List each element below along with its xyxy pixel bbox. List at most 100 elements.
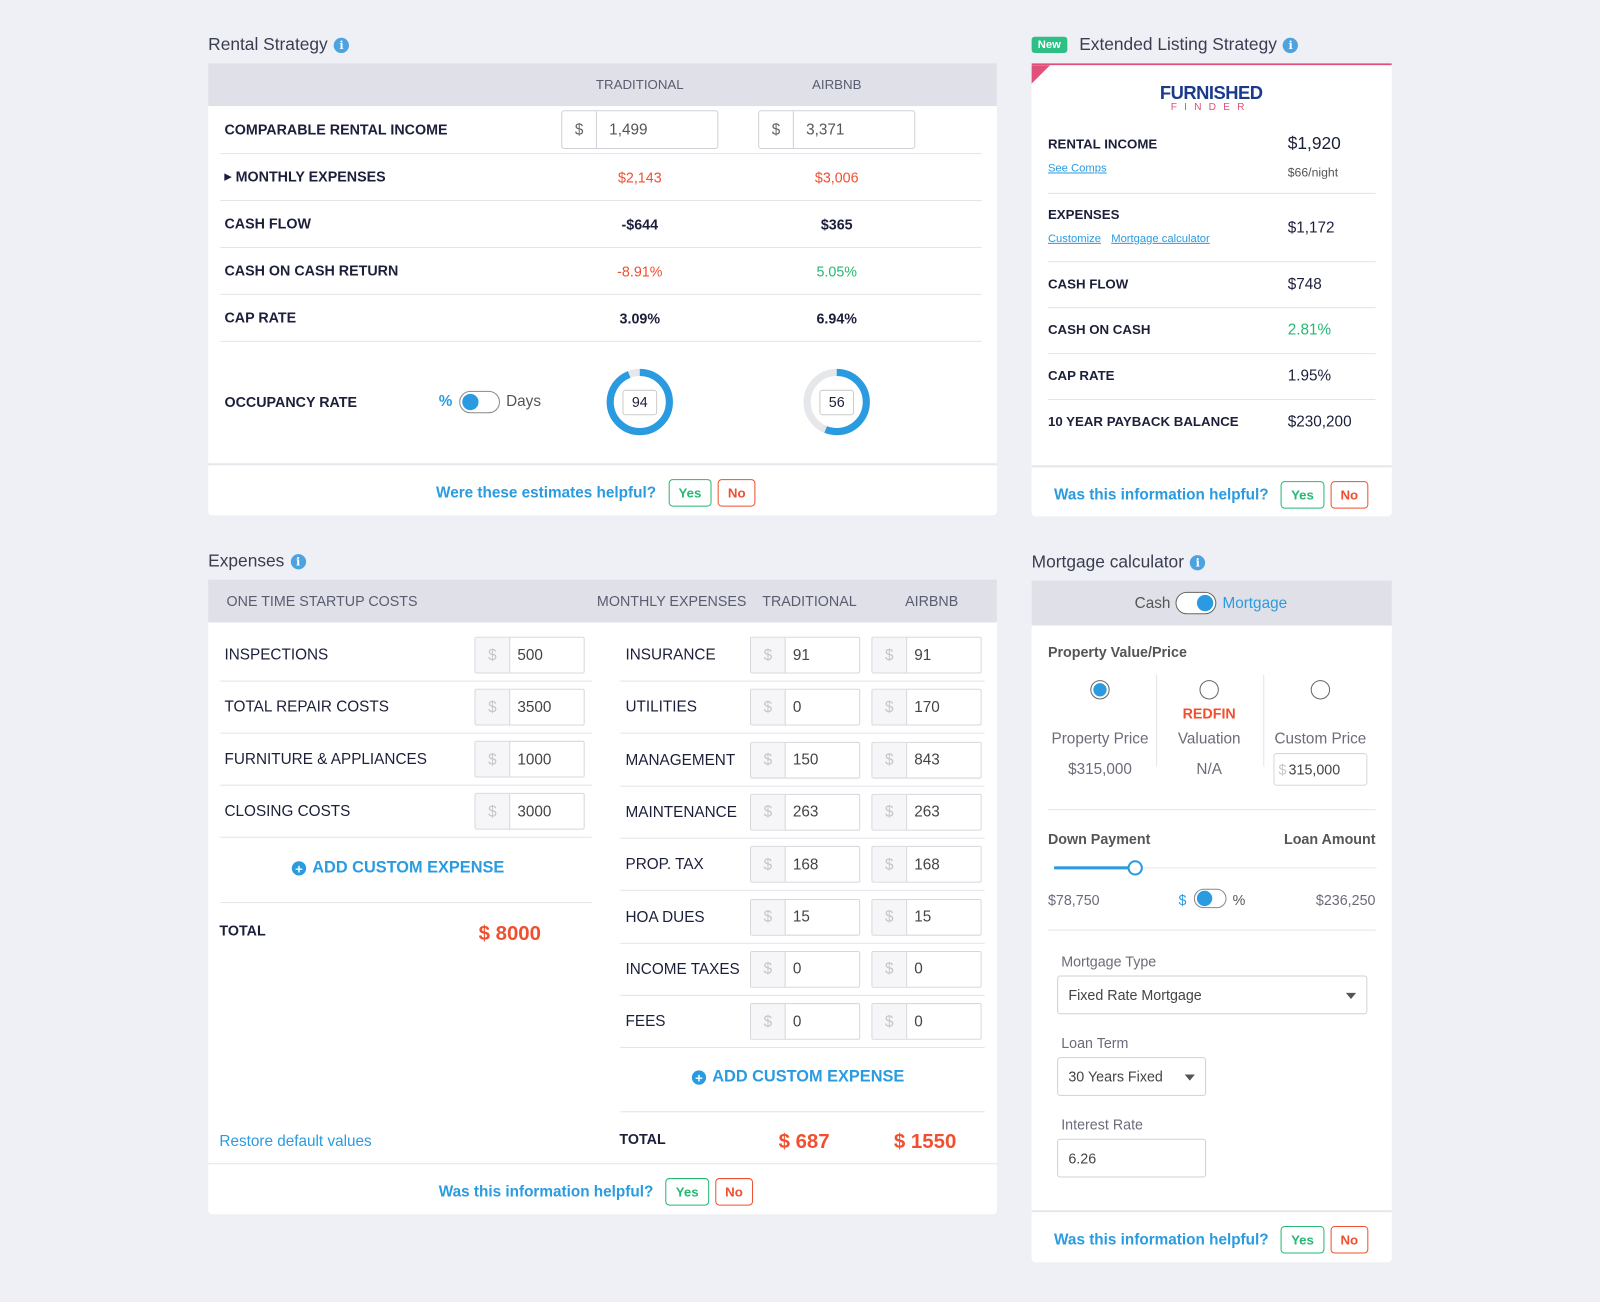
payback-balance-value: $230,200 [1287,413,1352,431]
down-payment-slider-track[interactable] [1054,867,1377,869]
input-value: 500 [517,646,543,664]
divider [220,246,982,248]
dollar-prefix: $ [872,742,908,778]
occupancy-unit-toggle[interactable] [459,390,500,414]
airbnb-expense-input[interactable]: $0 [871,1003,982,1040]
traditional-expense-input[interactable]: $0 [749,950,861,988]
yes-button[interactable]: Yes [1280,1226,1325,1254]
custom-price-radio[interactable] [1310,680,1331,700]
see-comps-link[interactable]: See Comps [1047,162,1107,175]
yes-button[interactable]: Yes [668,479,712,507]
startup-expense-label: CLOSING COSTS [224,802,351,820]
startup-expense-input[interactable]: $1000 [474,740,585,778]
property-value-label: Property Value/Price [1047,643,1187,661]
dollar-prefix: $ [475,793,511,829]
input-value: 3000 [517,802,552,820]
corner-ribbon [1031,65,1050,84]
input-value: 0 [792,960,802,978]
startup-expense-input[interactable]: $3000 [474,792,585,830]
interest-rate-input[interactable]: 6.26 [1057,1138,1207,1178]
divider [1047,929,1376,931]
mortgage-label: Mortgage [1222,594,1288,613]
divider [220,293,982,295]
startup-expense-input[interactable]: $3500 [474,688,585,726]
traditional-expense-input[interactable]: $15 [749,898,861,936]
input-value: 15 [914,908,932,926]
add-custom-monthly-expense-button[interactable]: + ADD CUSTOM EXPENSE [691,1068,904,1086]
cap-rate-traditional: 3.09% [619,310,661,327]
customize-link[interactable]: Customize [1047,232,1101,245]
cash-mortgage-toggle[interactable] [1175,591,1217,615]
mortgage-calculator-link[interactable]: Mortgage calculator [1111,232,1210,245]
info-icon[interactable]: i [1190,554,1206,570]
traditional-expense-input[interactable]: $0 [749,689,861,726]
no-button[interactable]: No [717,479,756,507]
airbnb-expense-input[interactable]: $170 [871,689,982,726]
no-button[interactable]: No [1330,481,1369,509]
monthly-expense-label: INCOME TAXES [625,960,740,978]
row-label: CAP RATE [224,309,297,326]
mortgage-type-label: Mortgage Type [1061,953,1157,970]
redfin-logo: REDFIN [1182,705,1236,722]
down-payment-unit-toggle[interactable] [1193,888,1227,909]
traditional-expense-input[interactable]: $168 [749,846,861,883]
section-title: Extended Listing Strategy [1079,34,1277,55]
airbnb-expense-input[interactable]: $843 [871,741,982,779]
table-header [208,63,997,107]
loan-term-select[interactable]: 30 Years Fixed [1057,1057,1207,1096]
divider [220,680,592,682]
startup-expense-input[interactable]: $500 [474,636,585,674]
airbnb-expense-input[interactable]: $168 [871,846,982,883]
custom-price-input[interactable]: $315,000 [1273,753,1368,786]
info-icon[interactable]: i [1283,37,1299,53]
divider [1047,809,1376,811]
monthly-expense-label: PROP. TAX [625,855,704,874]
airbnb-expense-input[interactable]: $15 [871,898,982,936]
expenses-label: EXPENSES [1047,206,1120,222]
no-button[interactable]: No [714,1178,754,1206]
airbnb-expense-input[interactable]: $263 [871,793,982,831]
traditional-expense-input[interactable]: $91 [749,636,861,674]
valuation-radio[interactable] [1199,680,1219,700]
airbnb-income-input[interactable]: $3,371 [758,110,916,149]
dollar-prefix: $ [751,899,786,935]
dollar-prefix: $ [751,742,786,778]
airbnb-expense-input[interactable]: $91 [871,636,982,674]
divider [620,732,985,734]
occupancy-input-airbnb[interactable]: 56 [819,389,855,416]
occupancy-label: OCCUPANCY RATE [224,393,358,411]
dollar-prefix: $ [475,689,511,725]
dollar-prefix: $ [759,111,794,148]
monthly-expenses-airbnb: $3,006 [814,169,859,186]
extended-title: New Extended Listing Strategy i [1031,34,1299,55]
yes-button[interactable]: Yes [665,1178,709,1206]
property-price-radio[interactable] [1090,680,1110,700]
feedback: Was this information helpful? Yes No [439,1178,754,1206]
airbnb-expense-input[interactable]: $0 [871,950,982,988]
row-label: 10 YEAR PAYBACK BALANCE [1047,413,1239,430]
traditional-income-input[interactable]: $1,499 [561,110,719,149]
add-custom-startup-expense-button[interactable]: + ADD CUSTOM EXPENSE [291,859,504,877]
divider [1047,398,1376,400]
monthly-expenses-toggle[interactable]: ▶ MONTHLY EXPENSES [224,168,385,184]
occupancy-input-traditional[interactable]: 94 [622,389,658,416]
no-button[interactable]: No [1330,1226,1369,1254]
info-icon[interactable]: i [290,553,306,569]
feedback-question: Was this information helpful? [1054,486,1269,504]
dollar-prefix: $ [562,111,597,148]
traditional-expense-input[interactable]: $263 [749,793,861,831]
traditional-expense-input[interactable]: $150 [749,741,861,779]
dollar-prefix: $ [1278,761,1287,778]
info-icon[interactable]: i [333,37,350,53]
divider [220,199,982,202]
per-night-value: $66/night [1287,165,1339,180]
down-payment-slider-handle[interactable] [1127,860,1143,876]
mortgage-type-select[interactable]: Fixed Rate Mortgage [1057,975,1368,1015]
dollar-prefix: $ [751,951,786,987]
input-value: 170 [914,698,940,717]
input-value: 843 [914,751,940,769]
restore-defaults-link[interactable]: Restore default values [219,1132,372,1150]
yes-button[interactable]: Yes [1280,481,1325,509]
traditional-expense-input[interactable]: $0 [749,1003,861,1040]
divider [220,902,592,904]
